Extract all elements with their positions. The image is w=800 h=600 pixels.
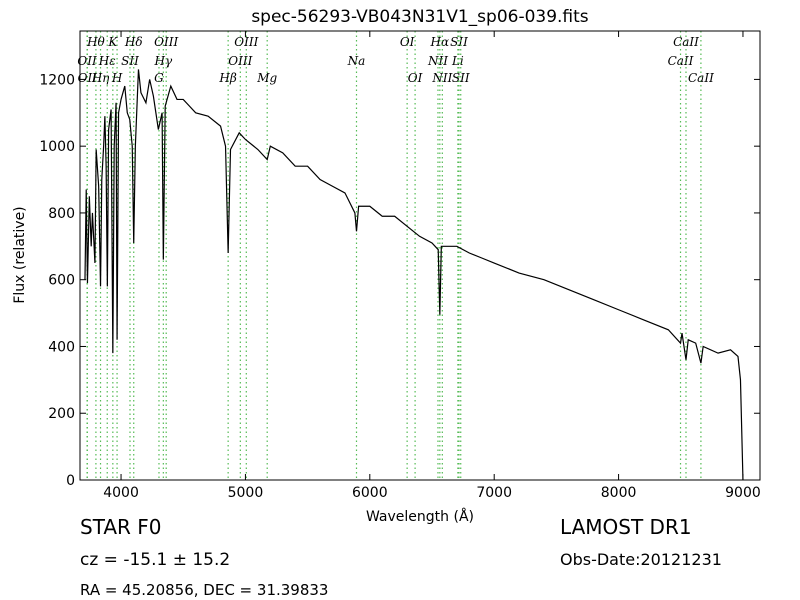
spectral-line-label: NII (427, 54, 448, 68)
obs-date: Obs-Date:20121231 (560, 550, 722, 569)
spectral-line-label: Hθ (86, 35, 105, 49)
spectral-line-label: OII (78, 71, 98, 85)
spectral-line-label: OIII (154, 35, 178, 49)
spectral-line-label: Na (347, 54, 366, 68)
plot-frame (79, 30, 761, 481)
y-tick-label: 600 (48, 273, 75, 289)
spectral-line-label: OII (77, 54, 97, 68)
coordinates: RA = 45.20856, DEC = 31.39833 (80, 581, 328, 599)
y-tick-label: 400 (48, 339, 75, 355)
spectral-line-label: G (154, 71, 164, 85)
spectral-line-label: SII (452, 71, 470, 85)
y-tick-label: 200 (48, 406, 75, 422)
x-axis-label: Wavelength (Å) (366, 508, 474, 525)
y-tick-label: 800 (48, 206, 75, 222)
spectral-line-label: Li (451, 54, 464, 68)
spectral-line-label: K (107, 35, 118, 49)
spectral-line-label: Mg (256, 71, 277, 85)
spectral-line-label: CaII (688, 71, 714, 85)
spectral-line-label: SII (450, 35, 468, 49)
x-tick-label: 7000 (476, 485, 512, 501)
x-tick-label: 5000 (228, 485, 264, 501)
y-axis-label: Flux (relative) (12, 206, 28, 303)
spectral-line-label: Hβ (218, 71, 236, 85)
spectral-line-label: Hγ (154, 54, 173, 68)
spectral-line-label: OIII (228, 54, 252, 68)
spectral-line-label: SII (121, 54, 139, 68)
spectral-line-label: CaII (673, 35, 699, 49)
spectral-line-label: Hα (430, 35, 450, 49)
spectral-line-label: OI (400, 35, 415, 49)
spectral-line-label: H (111, 71, 123, 85)
redshift: cz = -15.1 ± 15.2 (80, 550, 230, 570)
spectral-line-label: Hε (98, 54, 116, 68)
chart-title: spec-56293-VB043N31V1_sp06-039.fits (251, 7, 588, 27)
x-tick-label: 9000 (725, 485, 761, 501)
survey: LAMOST DR1 (560, 515, 692, 539)
y-tick-label: 1000 (39, 139, 75, 155)
spectral-line-label: CaII (668, 54, 694, 68)
spectral-line-label: Hδ (124, 35, 143, 49)
spectrum-line (84, 69, 744, 481)
spectral-line-label: OI (408, 71, 423, 85)
y-tick-label: 0 (66, 473, 75, 489)
spectral-line-label: NII (431, 71, 452, 85)
spectral-line-label: Hη (91, 71, 110, 85)
y-tick-label: 1200 (39, 72, 75, 88)
spectral-line-label: OIII (234, 35, 258, 49)
x-tick-label: 4000 (103, 485, 139, 501)
x-tick-label: 8000 (601, 485, 637, 501)
object-class: STAR F0 (80, 515, 162, 539)
x-tick-label: 6000 (352, 485, 388, 501)
